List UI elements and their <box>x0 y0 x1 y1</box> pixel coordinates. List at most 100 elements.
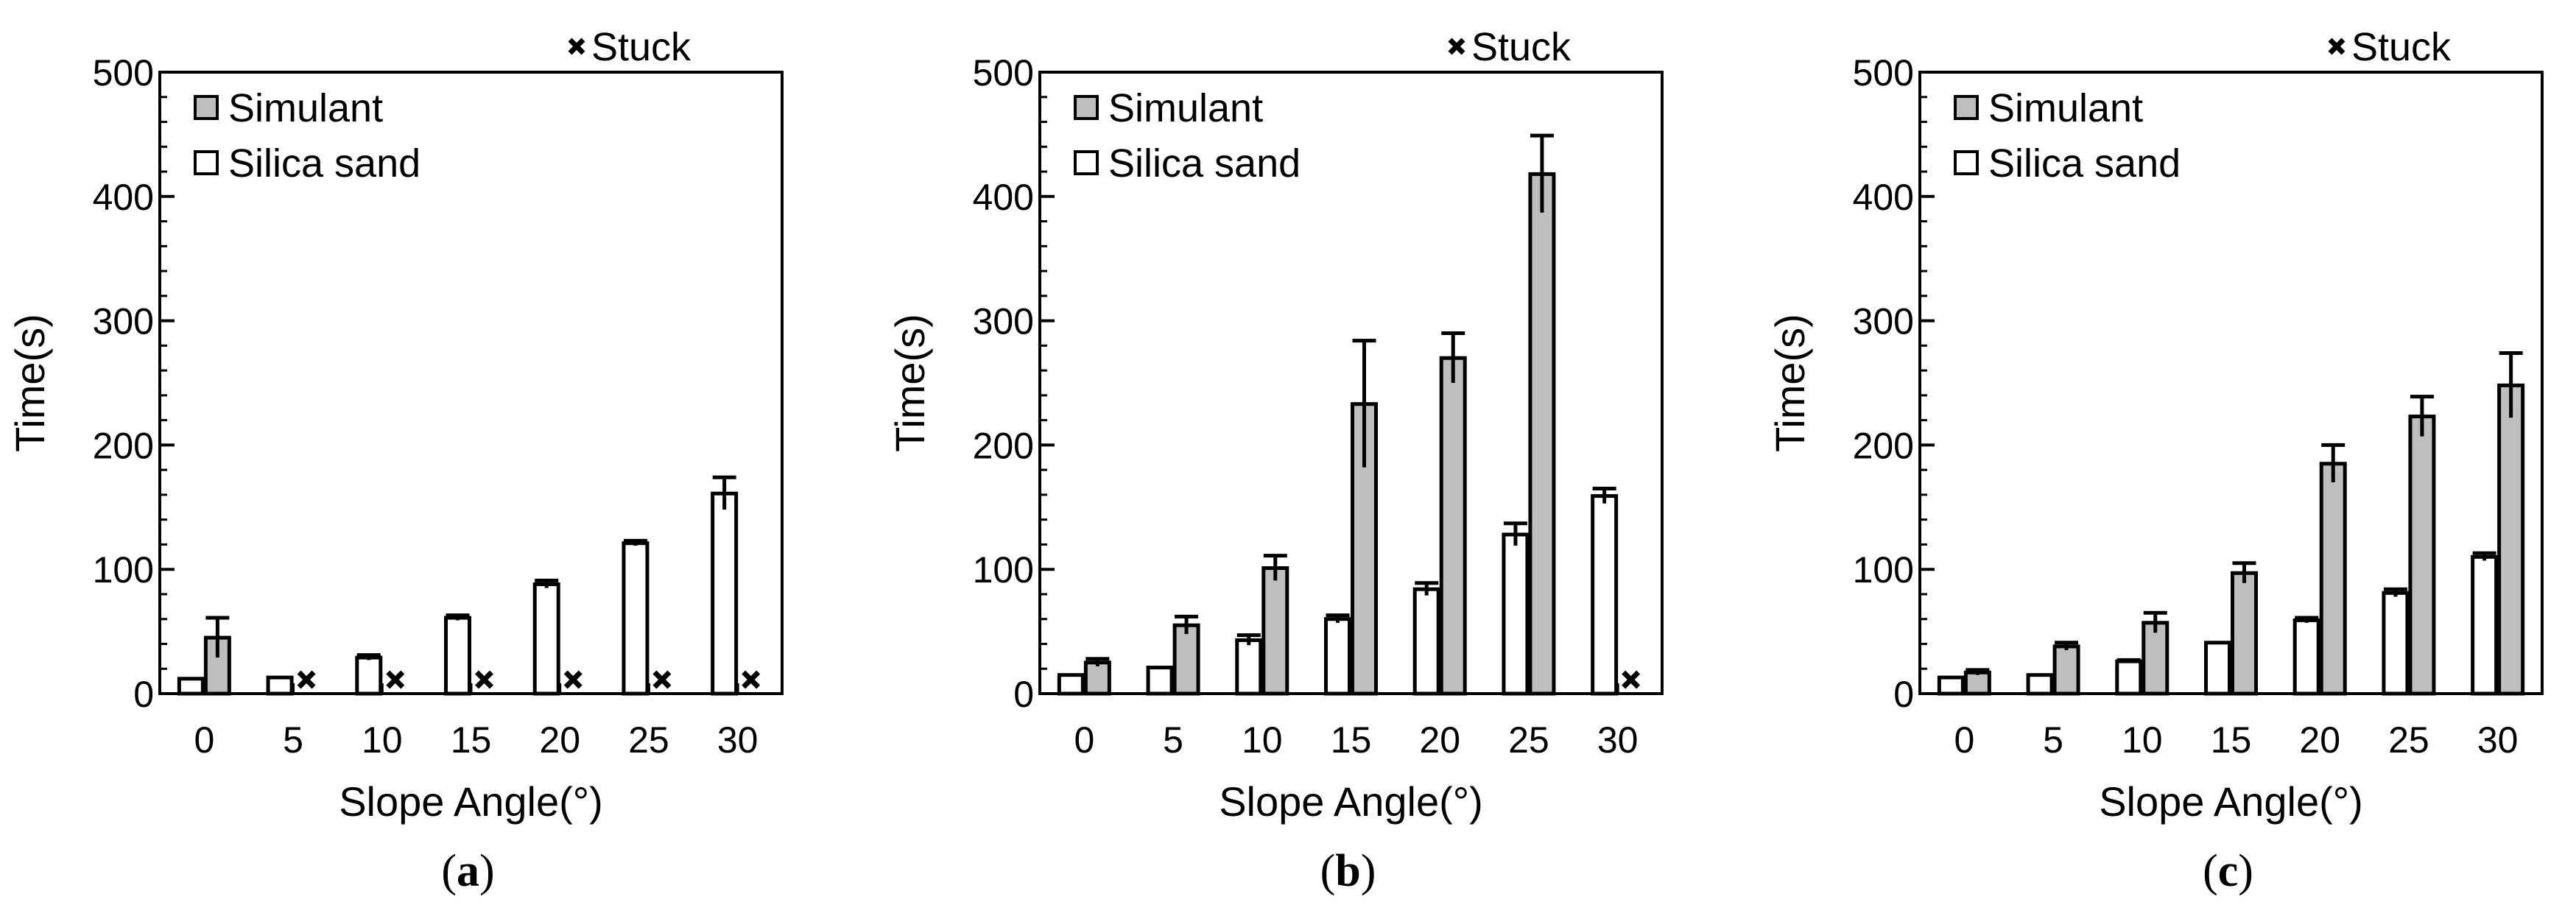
legend-silica-label: Silica sand <box>1108 141 1301 186</box>
y-tick-label: 500 <box>973 52 1034 94</box>
x-tick-label: 0 <box>1074 719 1094 761</box>
x-tick-label: 10 <box>2122 719 2163 761</box>
y-tick-label: 400 <box>1853 177 1914 218</box>
x-tick-label: 30 <box>717 719 759 761</box>
panel-label-close: ) <box>479 846 495 896</box>
x-tick-label: 25 <box>628 719 669 761</box>
x-tick-label: 20 <box>1419 719 1460 761</box>
stuck-marker-stroke-2 <box>563 670 583 689</box>
simulant-bar <box>2497 383 2525 696</box>
simulant-bar <box>1528 172 1556 696</box>
silica-bar <box>1235 638 1263 696</box>
x-tick-label: 15 <box>451 719 492 761</box>
y-tick-label: 100 <box>973 549 1034 591</box>
panel-label-open: ( <box>2203 846 2218 896</box>
simulant-bar <box>1172 623 1200 696</box>
legend-simulant-label: Simulant <box>228 86 383 130</box>
x-axis-title: Slope Angle(°) <box>339 778 603 825</box>
silica-bar <box>2026 673 2054 696</box>
x-tick-label: 25 <box>1508 719 1549 761</box>
plot-frame <box>1038 71 1664 695</box>
y-tick-label: 200 <box>1853 425 1914 466</box>
panel-label: (a) <box>441 846 494 896</box>
plot-frame <box>1918 71 2544 695</box>
legend-simulant-label: Simulant <box>1108 86 1263 130</box>
silica-bar <box>444 616 471 696</box>
stuck-marker <box>563 670 583 689</box>
stuck-legend-marker <box>2328 38 2346 55</box>
x-axis-title: Slope Angle(°) <box>1219 778 1483 825</box>
y-tick-label: 0 <box>133 674 154 715</box>
legend-silica-label: Silica sand <box>228 141 420 186</box>
y-tick-label: 300 <box>973 301 1034 342</box>
panel-label-letter: c <box>2218 846 2239 896</box>
stuck-marker <box>1622 670 1641 689</box>
silica-bar <box>1324 617 1351 696</box>
simulant-bar <box>2408 415 2436 696</box>
silica-bar <box>2471 554 2499 696</box>
y-tick-label: 200 <box>93 425 154 466</box>
simulant-bar <box>2142 621 2169 696</box>
panel-label-letter: a <box>457 846 479 896</box>
panel-label: (c) <box>2203 846 2253 896</box>
y-axis-title: Time(s) <box>1767 314 1813 452</box>
x-tick-label: 20 <box>539 719 580 761</box>
y-tick-label: 400 <box>973 177 1034 218</box>
stuck-marker <box>742 670 761 689</box>
simulant-bar <box>1261 566 1289 696</box>
x-axis-title: Slope Angle(°) <box>2099 778 2363 825</box>
y-tick-label: 100 <box>93 549 154 591</box>
silica-bar <box>1412 587 1440 696</box>
silica-bar <box>1937 675 1965 696</box>
panel-label-open: ( <box>1320 846 1336 896</box>
panel-label: (b) <box>1320 846 1376 896</box>
x-tick-label: 30 <box>2477 719 2519 761</box>
x-tick-label: 10 <box>1242 719 1283 761</box>
y-axis-title: Time(s) <box>887 314 933 452</box>
stuck-marker <box>386 670 405 689</box>
y-tick-label: 300 <box>93 301 154 342</box>
y-tick-label: 0 <box>1013 674 1034 715</box>
silica-bar <box>1057 673 1085 696</box>
stuck-marker <box>652 670 672 689</box>
silica-bar <box>177 677 205 696</box>
simulant-bar <box>1963 670 1991 696</box>
panel-label-close: ) <box>1361 846 1376 896</box>
x-tick-label: 5 <box>283 719 303 761</box>
silica-bar <box>266 675 294 696</box>
stuck-marker-stroke-2 <box>475 670 493 689</box>
chart-panel-b: 0 100 200 300 400 500 0 5 10 15 20 25 30 Stuck Simulan… <box>887 25 1664 896</box>
silica-bar <box>711 491 739 696</box>
stuck-marker-stroke-2 <box>1622 670 1641 689</box>
y-tick-label: 500 <box>93 52 154 94</box>
y-tick-label: 200 <box>973 425 1034 466</box>
silica-bar <box>355 655 383 696</box>
y-tick-label: 100 <box>1853 549 1914 591</box>
stuck-marker <box>297 670 316 689</box>
silica-bar <box>1591 494 1619 696</box>
legend-simulant-swatch <box>1954 95 1979 120</box>
x-tick-label: 15 <box>2211 719 2252 761</box>
silica-bar <box>2204 641 2231 696</box>
x-tick-label: 0 <box>1954 719 1974 761</box>
x-tick-label: 20 <box>2299 719 2340 761</box>
silica-bar <box>2382 591 2410 696</box>
x-tick-label: 5 <box>1163 719 1183 761</box>
silica-bar <box>2292 618 2320 696</box>
y-tick-label: 300 <box>1853 301 1914 342</box>
panel-label-letter: b <box>1335 846 1360 896</box>
panel-label-close: ) <box>2238 846 2253 896</box>
silica-bar <box>2115 659 2143 696</box>
legend-simulant-swatch <box>1074 95 1099 120</box>
silica-bar <box>622 541 650 696</box>
x-tick-label: 0 <box>194 719 214 761</box>
simulant-bar <box>2319 462 2347 696</box>
simulant-bar <box>1439 356 1467 696</box>
legend-stuck-label: Stuck <box>2351 25 2452 69</box>
stuck-legend-marker <box>1448 38 1465 55</box>
stuck-marker-stroke-2 <box>297 670 316 689</box>
stuck-marker <box>475 670 493 689</box>
legend-simulant-label: Simulant <box>1988 86 2143 130</box>
simulant-bar <box>2052 644 2080 696</box>
legend-silica-swatch <box>194 150 219 175</box>
